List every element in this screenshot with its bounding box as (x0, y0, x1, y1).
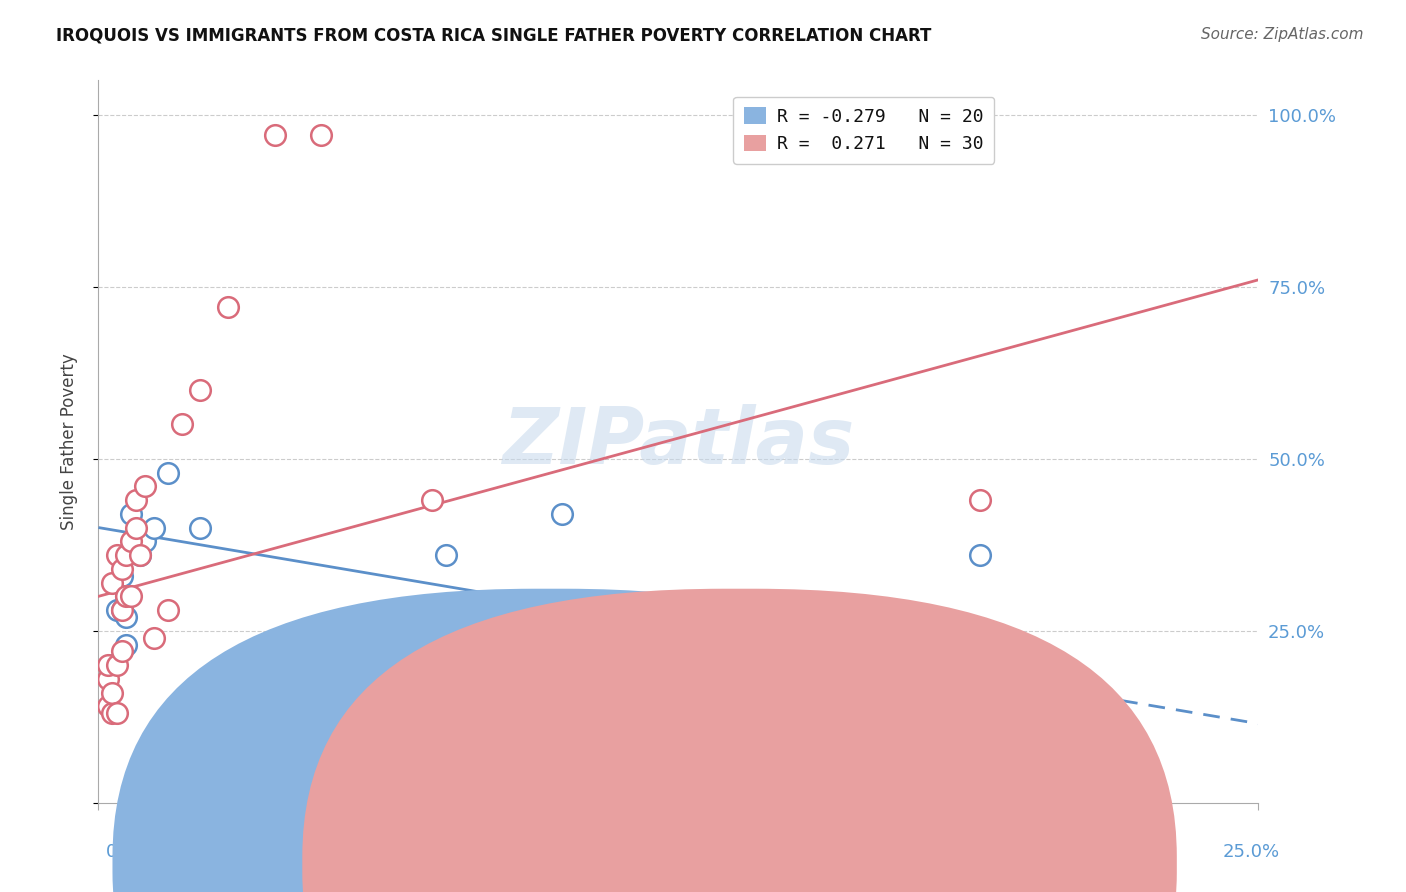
Text: 25.0%: 25.0% (1222, 843, 1279, 861)
Point (120, 541, 142, 556)
Point (134, 479, 156, 493)
Point (422, 493, 444, 508)
Point (309, 128, 332, 143)
Text: Iroquois: Iroquois (569, 855, 641, 873)
Point (124, 534, 146, 549)
Point (105, 548, 128, 562)
Point (115, 590, 138, 604)
Point (115, 590, 138, 604)
Y-axis label: Single Father Poverty: Single Father Poverty (59, 353, 77, 530)
Point (101, 658, 124, 673)
Point (115, 610, 138, 624)
Point (143, 520, 166, 534)
Point (115, 638, 138, 652)
Text: 0.0%: 0.0% (105, 843, 150, 861)
Point (190, 383, 212, 397)
Point (111, 603, 132, 617)
Text: IROQUOIS VS IMMIGRANTS FROM COSTA RICA SINGLE FATHER POVERTY CORRELATION CHART: IROQUOIS VS IMMIGRANTS FROM COSTA RICA S… (56, 27, 932, 45)
Point (551, 507, 574, 521)
Point (143, 631, 166, 645)
Point (101, 575, 124, 590)
Point (436, 548, 458, 562)
Point (97, 699, 120, 714)
Point (129, 548, 152, 562)
Point (101, 686, 124, 700)
Point (120, 507, 142, 521)
Legend: R = -0.279   N = 20, R =  0.271   N = 30: R = -0.279 N = 20, R = 0.271 N = 30 (734, 96, 994, 164)
Point (101, 706, 124, 721)
Point (111, 568, 132, 582)
Point (129, 548, 152, 562)
Point (124, 520, 146, 534)
Point (157, 466, 180, 480)
Text: Source: ZipAtlas.com: Source: ZipAtlas.com (1201, 27, 1364, 42)
Point (690, 679, 713, 693)
Point (111, 603, 132, 617)
Point (111, 562, 132, 576)
Point (115, 548, 138, 562)
Point (217, 301, 239, 315)
Point (97, 672, 120, 686)
Point (969, 493, 991, 508)
Text: Immigrants from Costa Rica: Immigrants from Costa Rica (759, 855, 1011, 873)
Point (830, 679, 852, 693)
Point (190, 520, 212, 534)
Text: ZIPatlas: ZIPatlas (502, 403, 855, 480)
Point (120, 534, 142, 549)
Point (97, 658, 120, 673)
Point (105, 706, 128, 721)
Point (105, 603, 128, 617)
Point (124, 493, 146, 508)
Point (969, 548, 991, 562)
Point (105, 658, 128, 673)
Point (134, 534, 156, 549)
Point (120, 590, 142, 604)
Point (111, 644, 132, 658)
Point (263, 128, 285, 143)
Point (157, 603, 180, 617)
Point (366, 624, 388, 638)
Point (170, 417, 193, 432)
